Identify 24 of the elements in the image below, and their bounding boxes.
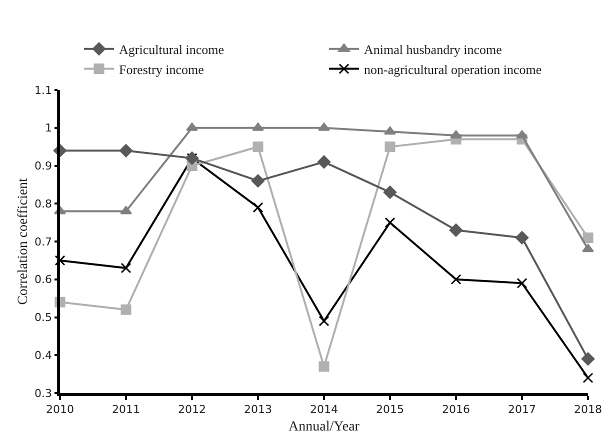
x-tick-label: 2014 bbox=[310, 402, 338, 416]
x-tick-label: 2013 bbox=[244, 402, 272, 416]
y-tick-label: 0.7 bbox=[34, 235, 52, 248]
x-tick-label: 2010 bbox=[46, 402, 74, 416]
y-axis-title: Correlation coefficient bbox=[16, 178, 32, 305]
x-tick-label: 2017 bbox=[508, 402, 536, 416]
y-tick-label: 0.8 bbox=[34, 197, 52, 210]
x-tick-label: 2011 bbox=[112, 402, 140, 416]
x-tick-label: 2018 bbox=[574, 402, 602, 416]
y-tick-label: 1 bbox=[45, 122, 52, 135]
legend-label: non-agricultural operation income bbox=[364, 62, 542, 77]
y-tick-label: 0.5 bbox=[34, 311, 52, 324]
legend-label: Animal husbandry income bbox=[364, 42, 502, 57]
legend-label: Agricultural income bbox=[119, 42, 224, 57]
y-tick-label: 0.4 bbox=[34, 348, 52, 362]
x-axis-title: Annual/Year bbox=[288, 419, 360, 434]
x-tick-label: 2015 bbox=[376, 402, 404, 416]
x-tick-label: 2016 bbox=[442, 402, 470, 416]
y-tick-label: 0.6 bbox=[34, 273, 52, 286]
x-tick-label: 2012 bbox=[178, 402, 206, 416]
y-tick-label: 0.3 bbox=[34, 386, 52, 400]
y-tick-label: 1.1 bbox=[34, 84, 52, 97]
legend-label: Forestry income bbox=[119, 62, 204, 77]
y-tick-label: 0.9 bbox=[34, 160, 52, 173]
